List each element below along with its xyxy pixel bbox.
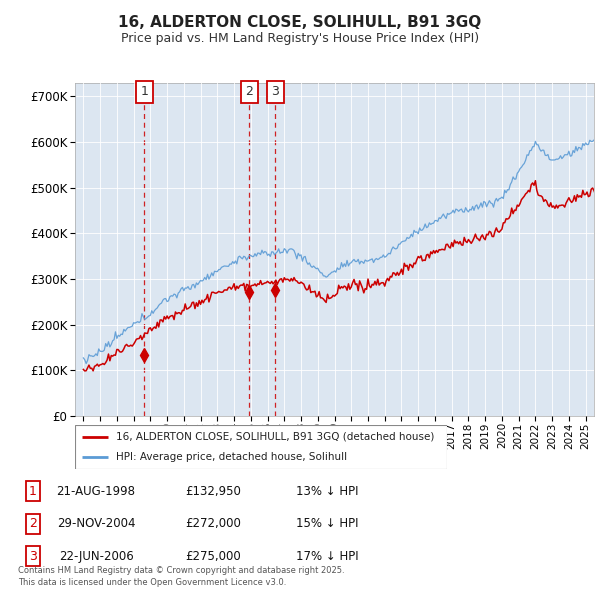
Text: 16, ALDERTON CLOSE, SOLIHULL, B91 3GQ (detached house): 16, ALDERTON CLOSE, SOLIHULL, B91 3GQ (d… xyxy=(116,432,434,442)
Text: £132,950: £132,950 xyxy=(185,484,241,498)
Text: 3: 3 xyxy=(271,85,280,98)
Text: 16, ALDERTON CLOSE, SOLIHULL, B91 3GQ: 16, ALDERTON CLOSE, SOLIHULL, B91 3GQ xyxy=(118,15,482,30)
Text: 29-NOV-2004: 29-NOV-2004 xyxy=(57,517,135,530)
Text: Contains HM Land Registry data © Crown copyright and database right 2025.
This d: Contains HM Land Registry data © Crown c… xyxy=(18,566,344,587)
Text: 17% ↓ HPI: 17% ↓ HPI xyxy=(296,549,358,563)
Text: £272,000: £272,000 xyxy=(185,517,241,530)
Text: 1: 1 xyxy=(140,85,148,98)
Text: 2: 2 xyxy=(29,517,37,530)
Text: 13% ↓ HPI: 13% ↓ HPI xyxy=(296,484,358,498)
Text: 15% ↓ HPI: 15% ↓ HPI xyxy=(296,517,358,530)
Text: 2: 2 xyxy=(245,85,253,98)
Text: £275,000: £275,000 xyxy=(185,549,241,563)
Text: 3: 3 xyxy=(29,549,37,563)
Text: Price paid vs. HM Land Registry's House Price Index (HPI): Price paid vs. HM Land Registry's House … xyxy=(121,32,479,45)
Text: 1: 1 xyxy=(29,484,37,498)
Text: 22-JUN-2006: 22-JUN-2006 xyxy=(59,549,133,563)
Text: 21-AUG-1998: 21-AUG-1998 xyxy=(56,484,136,498)
Text: HPI: Average price, detached house, Solihull: HPI: Average price, detached house, Soli… xyxy=(116,452,347,462)
